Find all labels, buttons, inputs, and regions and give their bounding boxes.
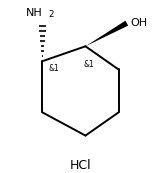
Text: HCl: HCl	[70, 159, 91, 172]
Text: 2: 2	[49, 10, 54, 19]
Text: NH: NH	[26, 7, 43, 17]
Polygon shape	[85, 21, 128, 46]
Text: OH: OH	[130, 18, 147, 28]
Text: &1: &1	[48, 64, 59, 73]
Text: &1: &1	[84, 60, 95, 69]
